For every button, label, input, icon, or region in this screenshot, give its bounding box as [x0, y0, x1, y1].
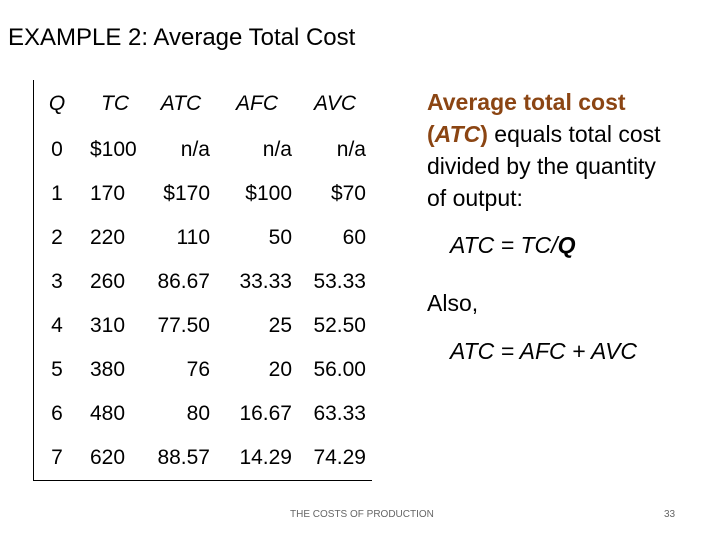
- cell: 170: [90, 182, 126, 205]
- cell: n/a: [262, 138, 292, 161]
- cell: 16.67: [239, 402, 292, 425]
- column-header: AVC: [313, 92, 357, 115]
- table-row: 6 480 80 16.67 63.33: [34, 392, 373, 436]
- cell: 2: [51, 226, 63, 249]
- formula-text: ATC = TC/: [450, 232, 558, 258]
- cell: $100: [245, 182, 292, 205]
- cell: 5: [51, 358, 63, 381]
- cell: 52.50: [313, 314, 366, 337]
- table-row: 5 380 76 20 56.00: [34, 348, 373, 392]
- paren: (: [427, 121, 435, 147]
- also: Also,: [427, 290, 479, 316]
- cell: 0: [51, 138, 63, 161]
- cell: 6: [51, 402, 63, 425]
- cell: 4: [51, 314, 63, 337]
- cell: 1: [51, 182, 63, 205]
- footer: THE COSTS OF PRODUCTION: [290, 509, 434, 520]
- cell: 220: [90, 226, 126, 249]
- table-row: 2 220 110 50 60: [34, 216, 373, 260]
- column-header: AFC: [236, 92, 278, 115]
- cell: 33.33: [239, 270, 292, 293]
- cell: 25: [268, 314, 292, 337]
- table-row: 7 620 88.57 14.29 74.29: [34, 436, 373, 481]
- table-row: 0 $100 n/a n/a n/a: [34, 128, 373, 172]
- cell: n/a: [180, 138, 210, 161]
- formula-q: Q: [557, 232, 576, 258]
- cell: 88.57: [157, 446, 210, 469]
- cell: 53.33: [313, 270, 366, 293]
- cell: 86.67: [157, 270, 210, 293]
- identity: ATC = AFC + AVC: [450, 338, 638, 364]
- term: Average total cost: [427, 89, 626, 115]
- abbrev: ATC: [434, 121, 481, 147]
- title: EXAMPLE 2: Average Total Cost: [8, 24, 356, 51]
- cell: 60: [342, 226, 366, 249]
- header-row: Q TC ATC AFC AVC: [34, 80, 373, 128]
- cell: 620: [90, 446, 126, 469]
- cell: 380: [90, 358, 126, 381]
- cell: 14.29: [239, 446, 292, 469]
- column-header: ATC: [160, 92, 202, 115]
- cell: 260: [90, 270, 126, 293]
- page-number: 33: [664, 509, 676, 520]
- cell: 20: [268, 358, 292, 381]
- cell: 480: [90, 402, 126, 425]
- definition: Average total cost (ATC) equals total cos…: [427, 86, 667, 214]
- definition-text: equals total cost divided by the quantit…: [427, 121, 661, 211]
- cost-table: Q TC ATC AFC AVC 0 $100 n/a n/a n/a 1 170 $170 $100 $7…: [33, 80, 372, 481]
- column-header: TC: [101, 92, 129, 115]
- table-row: 4 310 77.50 25 52.50: [34, 304, 373, 348]
- cell: 63.33: [313, 402, 366, 425]
- cell: n/a: [336, 138, 366, 161]
- paren: ): [480, 121, 488, 147]
- cell: 77.50: [157, 314, 210, 337]
- column-header: Q: [48, 92, 66, 115]
- cell: 74.29: [313, 446, 366, 469]
- cell: 50: [268, 226, 292, 249]
- cell: 56.00: [313, 358, 366, 381]
- cell: $70: [330, 182, 366, 205]
- cell: 7: [51, 446, 63, 469]
- cell: 80: [186, 402, 210, 425]
- table-row: 1 170 $170 $100 $70: [34, 172, 373, 216]
- formula: ATC = TC/Q: [450, 232, 575, 259]
- cell: $170: [163, 182, 210, 205]
- cell: 110: [176, 226, 210, 249]
- cell: 310: [90, 314, 126, 337]
- cell: $100: [90, 138, 137, 161]
- cell: 3: [51, 270, 63, 293]
- table-row: 3 260 86.67 33.33 53.33: [34, 260, 373, 304]
- cell: 76: [186, 358, 210, 381]
